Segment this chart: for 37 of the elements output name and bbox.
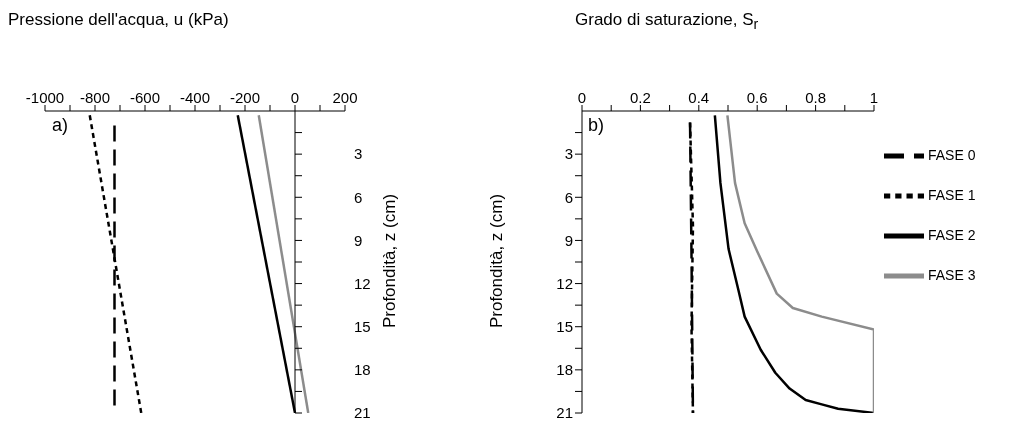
x-tick-label: 0 (577, 89, 587, 106)
y-axis-title: Profondità, z (cm) (487, 193, 507, 329)
x-tick-label: -200 (229, 89, 261, 106)
legend-label: FASE 1 (928, 186, 976, 203)
y-tick-label: 9 (564, 231, 573, 249)
x-tick-label: 0 (290, 89, 300, 106)
legend-label: FASE 0 (928, 146, 976, 163)
y-tick-label: 3 (354, 145, 363, 163)
y-tick-label: 21 (354, 404, 371, 422)
y-tick-label: 6 (564, 188, 573, 206)
x-tick-label: 0.8 (805, 89, 827, 106)
x-tick-label: -1000 (25, 89, 65, 106)
y-axis-title: Profondità, z (cm) (380, 193, 400, 329)
x-axis-title: Grado di saturazione, S$_{r}$ (575, 10, 759, 33)
y-tick-label: 6 (354, 188, 363, 206)
x-tick-label: -400 (179, 89, 211, 106)
y-tick-label: 18 (556, 361, 573, 379)
y-tick-label: 12 (354, 274, 371, 292)
x-tick-label: 0.4 (688, 89, 710, 106)
x-axis-title: Pressione dell'acqua, u (kPa) (8, 10, 229, 30)
y-tick-label: 12 (556, 274, 573, 292)
y-tick-label: 9 (354, 231, 363, 249)
y-tick-label: 15 (556, 318, 573, 336)
y-tick-label: 3 (564, 145, 573, 163)
x-tick-label: 0.6 (746, 89, 768, 106)
legend-label: FASE 2 (928, 226, 976, 243)
x-tick-label: 0.2 (629, 89, 651, 106)
x-tick-label: 1 (869, 89, 879, 106)
annotation: a) (52, 115, 69, 136)
y-tick-label: 18 (354, 361, 371, 379)
y-tick-label: 15 (354, 318, 371, 336)
legend-label: FASE 3 (928, 266, 976, 283)
x-tick-label: -800 (79, 89, 111, 106)
x-tick-label: -600 (129, 89, 161, 106)
y-tick-label: 21 (556, 404, 573, 422)
x-tick-label: 200 (332, 89, 358, 106)
annotation: b) (588, 115, 605, 136)
